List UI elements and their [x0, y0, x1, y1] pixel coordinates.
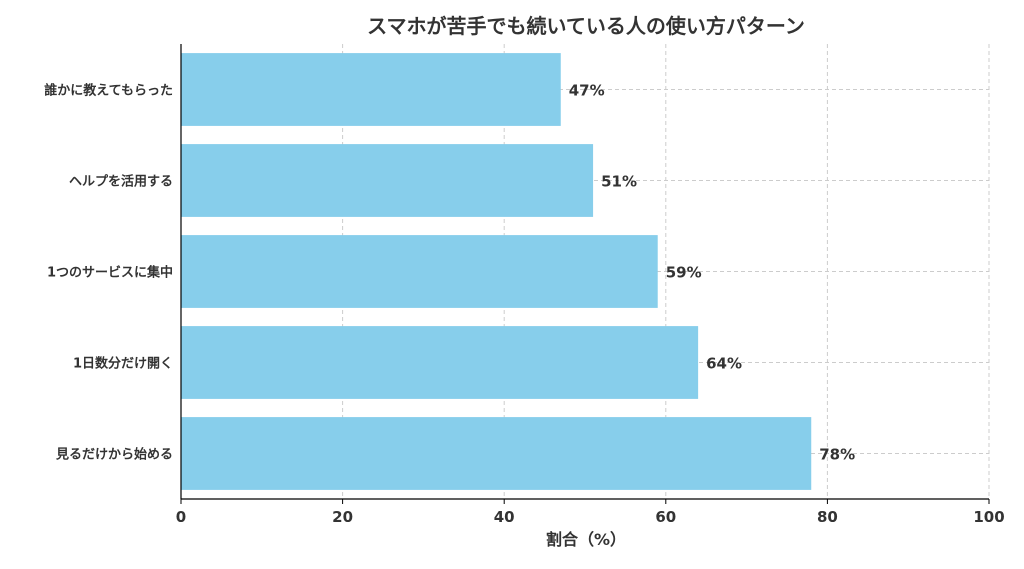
bar	[181, 417, 812, 490]
category-label: 1つのサービスに集中	[47, 265, 173, 281]
x-tick-label: 0	[176, 508, 186, 526]
bar	[181, 144, 594, 217]
chart-title: スマホが苦手でも続いている人の使い方パターン	[367, 14, 805, 38]
x-axis-label: 割合（%）	[546, 530, 626, 549]
category-label: ヘルプを活用する	[69, 174, 173, 190]
bar	[181, 235, 658, 308]
category-label: 1日数分だけ開く	[73, 356, 173, 372]
x-tick-label: 80	[817, 508, 838, 526]
bar	[181, 326, 699, 399]
x-tick-label: 20	[332, 508, 353, 526]
x-tick-label: 60	[655, 508, 676, 526]
category-label: 見るだけから始める	[55, 447, 173, 463]
bar	[181, 53, 561, 126]
data-label: 59%	[666, 264, 702, 282]
x-tick-label: 40	[494, 508, 515, 526]
x-tick-label: 100	[973, 508, 1004, 526]
bars	[181, 53, 812, 490]
data-label: 78%	[819, 446, 855, 464]
labels: 誰かに教えてもらった 47% ヘルプを活用する 51% 1つのサービスに集中 59% 1日数…	[44, 82, 1004, 527]
data-label: 51%	[601, 173, 637, 191]
axes	[180, 44, 990, 504]
category-label: 誰かに教えてもらった	[44, 83, 173, 99]
data-label: 47%	[569, 82, 605, 100]
data-label: 64%	[706, 355, 742, 373]
